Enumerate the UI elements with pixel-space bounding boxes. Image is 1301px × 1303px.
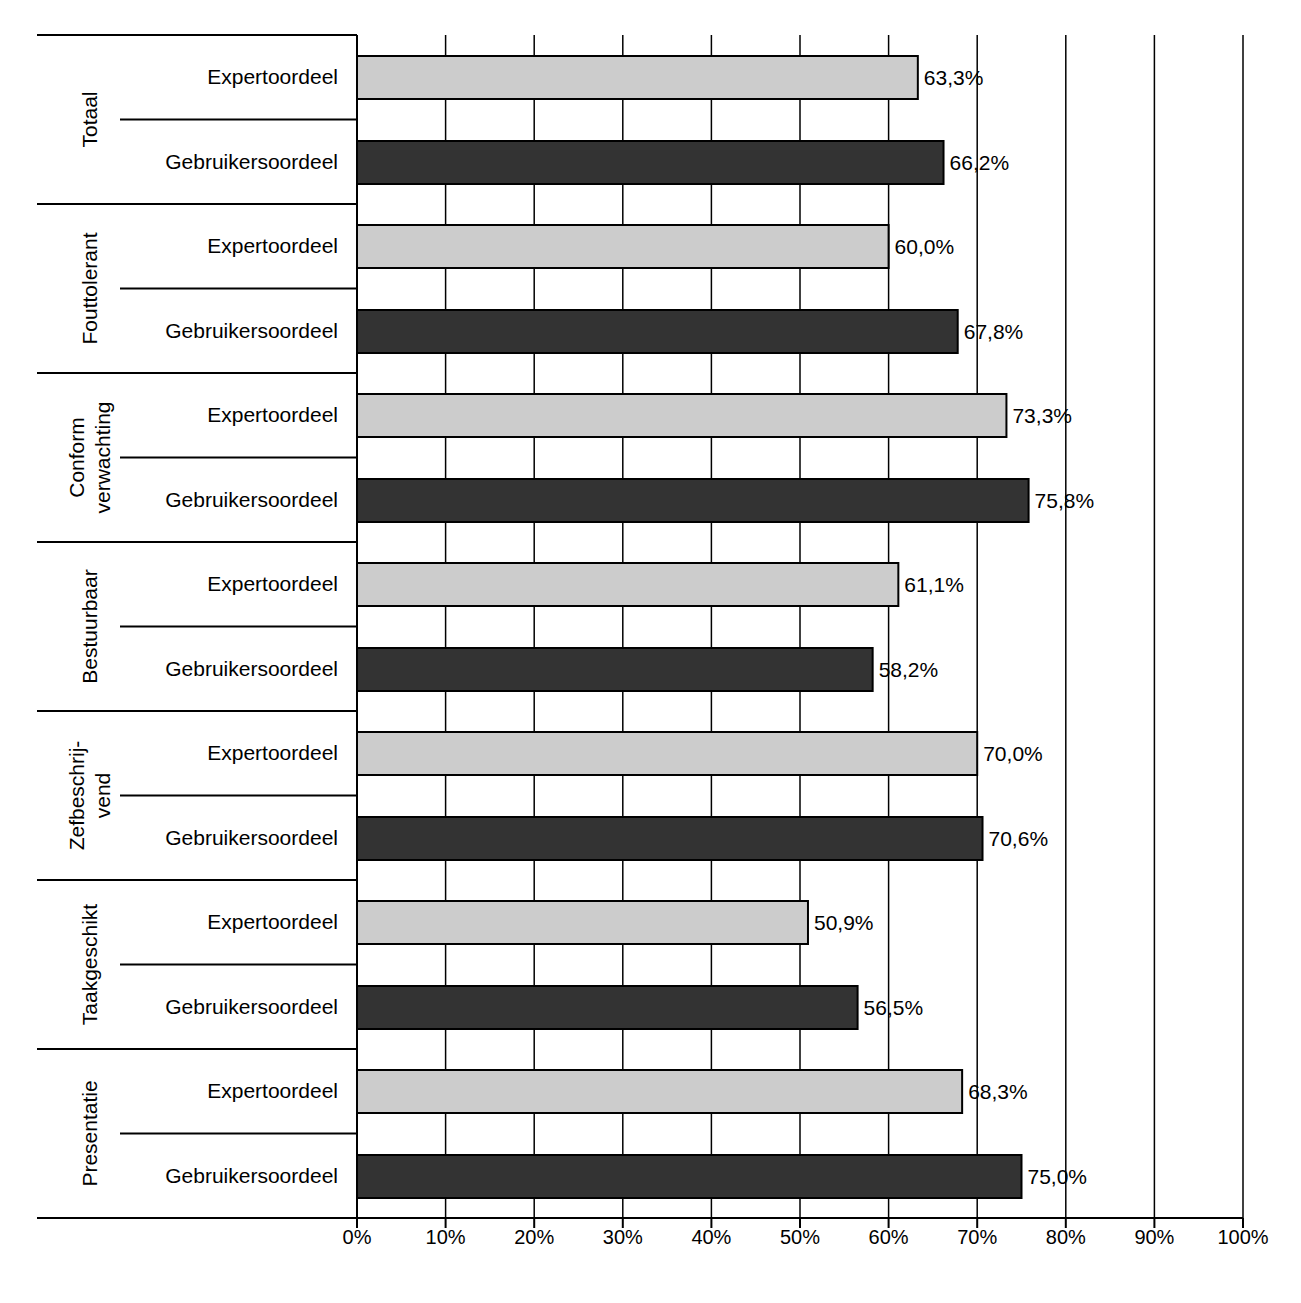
svg-text:Gebruikersoordeel: Gebruikersoordeel [165,995,338,1018]
svg-text:Expertoordeel: Expertoordeel [207,234,338,257]
svg-text:66,2%: 66,2% [950,151,1010,174]
svg-text:56,5%: 56,5% [864,996,924,1019]
svg-text:20%: 20% [514,1226,554,1248]
svg-text:Expertoordeel: Expertoordeel [207,910,338,933]
svg-text:Fouttolerant: Fouttolerant [78,232,101,344]
svg-text:Totaal: Totaal [78,91,101,147]
svg-text:75,0%: 75,0% [1028,1165,1088,1188]
svg-text:10%: 10% [426,1226,466,1248]
svg-text:Bestuurbaar: Bestuurbaar [78,569,101,683]
svg-text:Expertoordeel: Expertoordeel [207,1079,338,1102]
svg-text:60%: 60% [869,1226,909,1248]
svg-text:Presentatie: Presentatie [78,1080,101,1186]
svg-text:100%: 100% [1217,1226,1268,1248]
svg-text:90%: 90% [1134,1226,1174,1248]
svg-text:Gebruikersoordeel: Gebruikersoordeel [165,1164,338,1187]
svg-text:70,0%: 70,0% [983,742,1043,765]
svg-text:Expertoordeel: Expertoordeel [207,403,338,426]
svg-text:61,1%: 61,1% [904,573,964,596]
svg-text:Gebruikersoordeel: Gebruikersoordeel [165,488,338,511]
svg-text:Zefbeschrij-vend: Zefbeschrij-vend [65,741,114,851]
svg-text:Expertoordeel: Expertoordeel [207,572,338,595]
svg-text:63,3%: 63,3% [924,66,984,89]
svg-text:Gebruikersoordeel: Gebruikersoordeel [165,319,338,342]
svg-text:68,3%: 68,3% [968,1080,1028,1103]
svg-text:40%: 40% [691,1226,731,1248]
svg-text:73,3%: 73,3% [1012,404,1072,427]
svg-text:70%: 70% [957,1226,997,1248]
svg-text:Gebruikersoordeel: Gebruikersoordeel [165,150,338,173]
svg-text:Gebruikersoordeel: Gebruikersoordeel [165,657,338,680]
svg-text:50%: 50% [780,1226,820,1248]
svg-text:60,0%: 60,0% [895,235,955,258]
svg-text:Expertoordeel: Expertoordeel [207,741,338,764]
svg-text:58,2%: 58,2% [879,658,939,681]
svg-text:Conformverwachting: Conformverwachting [65,401,114,513]
svg-text:30%: 30% [603,1226,643,1248]
svg-text:80%: 80% [1046,1226,1086,1248]
svg-text:0%: 0% [343,1226,372,1248]
svg-text:Gebruikersoordeel: Gebruikersoordeel [165,826,338,849]
svg-text:Taakgeschikt: Taakgeschikt [78,904,101,1026]
svg-text:75,8%: 75,8% [1035,489,1095,512]
svg-text:70,6%: 70,6% [989,827,1049,850]
svg-text:Expertoordeel: Expertoordeel [207,65,338,88]
svg-text:50,9%: 50,9% [814,911,874,934]
svg-text:67,8%: 67,8% [964,320,1024,343]
